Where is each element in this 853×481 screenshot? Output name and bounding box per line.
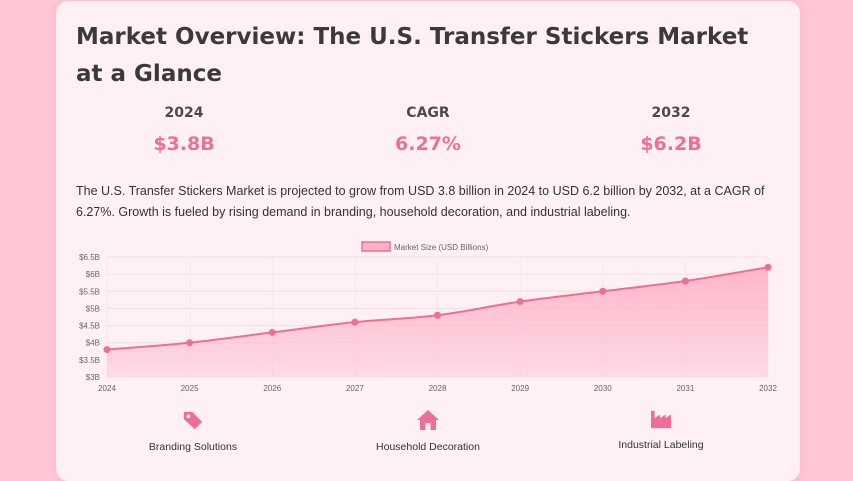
data-point [186, 339, 194, 347]
data-point [103, 346, 111, 354]
home-icon [417, 410, 439, 430]
market-description: The U.S. Transfer Stickers Market is pro… [76, 184, 765, 219]
x-tick-label: 2028 [429, 384, 447, 393]
x-tick-label: 2024 [98, 384, 116, 393]
y-tick-label: $6.5B [79, 253, 100, 262]
stat-value: 6.27% [395, 133, 461, 155]
stat-value: $6.2B [640, 133, 702, 155]
overview-card: Market Overview: The U.S. Transfer Stick… [56, 1, 800, 481]
stat-end-year: 2032 $6.2B [571, 105, 771, 155]
y-tick-label: $3.5B [79, 356, 100, 365]
stat-label: 2024 [164, 105, 204, 121]
stat-label: 2032 [651, 105, 691, 121]
stat-cagr: CAGR 6.27% [328, 105, 528, 155]
series-points [103, 263, 772, 354]
feature-branding: Branding Solutions [93, 409, 293, 453]
y-tick-label: $6B [86, 270, 100, 279]
x-tick-label: 2027 [346, 384, 364, 393]
feature-label: Branding Solutions [148, 441, 238, 453]
feature-label: Household Decoration [376, 441, 480, 453]
y-tick-label: $3B [86, 373, 100, 382]
feature-industrial: Industrial Labeling [561, 409, 761, 451]
page-title: Market Overview: The U.S. Transfer Stick… [76, 24, 749, 87]
feature-label: Industrial Labeling [618, 439, 704, 451]
stat-label: CAGR [406, 105, 450, 121]
data-point [516, 298, 524, 306]
legend-swatch [361, 241, 391, 252]
x-axis-ticks: 2024 2025 2026 2027 2028 2029 2030 2031 2032 [98, 384, 777, 393]
y-axis-ticks: $3B $3.5B $4B $4.5B $5B $5.5B $6B $6.5B [79, 253, 100, 382]
y-tick-label: $5B [86, 304, 100, 313]
x-tick-label: 2029 [511, 384, 529, 393]
tag-icon [183, 411, 203, 430]
data-point [681, 277, 689, 285]
x-tick-label: 2031 [676, 384, 694, 393]
y-tick-label: $5.5B [79, 287, 100, 296]
data-point [268, 328, 276, 336]
industry-icon [651, 410, 671, 429]
stat-value: $3.8B [153, 133, 215, 155]
data-point [434, 311, 441, 319]
y-tick-label: $4B [86, 339, 100, 348]
y-tick-label: $4.5B [79, 322, 100, 331]
data-point [599, 287, 607, 295]
x-tick-label: 2025 [181, 384, 199, 393]
x-tick-label: 2026 [263, 384, 281, 393]
chart-legend: Market Size (USD Billions) [361, 241, 489, 252]
feature-household: Household Decoration [328, 409, 528, 453]
legend-label: Market Size (USD Billions) [394, 243, 489, 252]
x-tick-label: 2030 [594, 384, 612, 393]
data-point [764, 263, 772, 271]
stat-start-year: 2024 $3.8B [84, 105, 284, 155]
x-tick-label: 2032 [759, 384, 777, 393]
data-point [351, 318, 359, 326]
